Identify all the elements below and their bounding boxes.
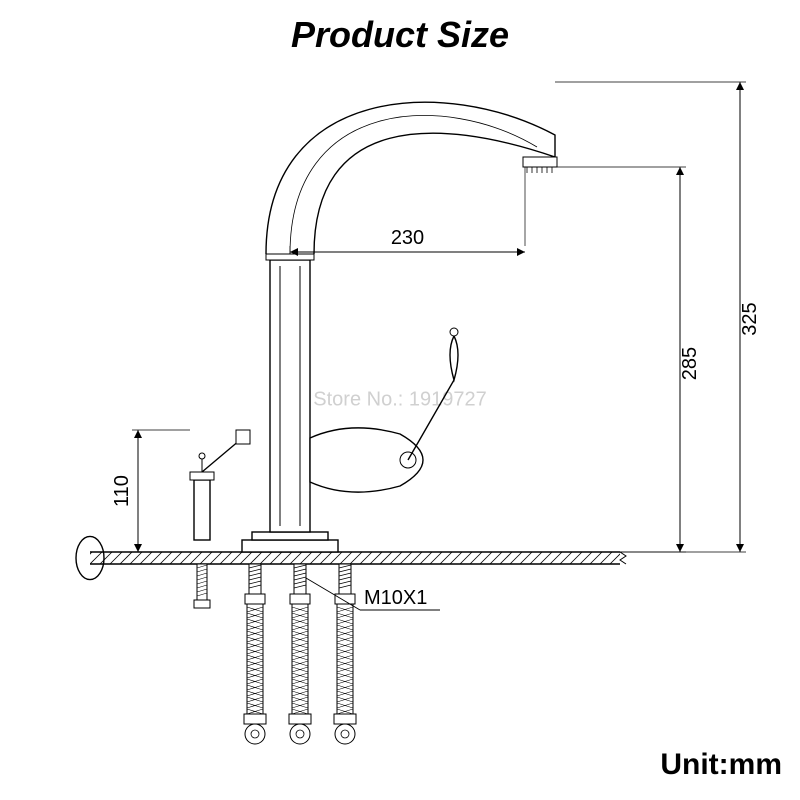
svg-text:230: 230 xyxy=(391,227,424,249)
svg-text:110: 110 xyxy=(111,475,133,507)
technical-drawing: 230 285 325 110 M10X1 xyxy=(0,0,800,800)
svg-text:M10X1: M10X1 xyxy=(364,587,427,609)
svg-text:285: 285 xyxy=(679,347,701,380)
svg-text:325: 325 xyxy=(739,302,761,335)
